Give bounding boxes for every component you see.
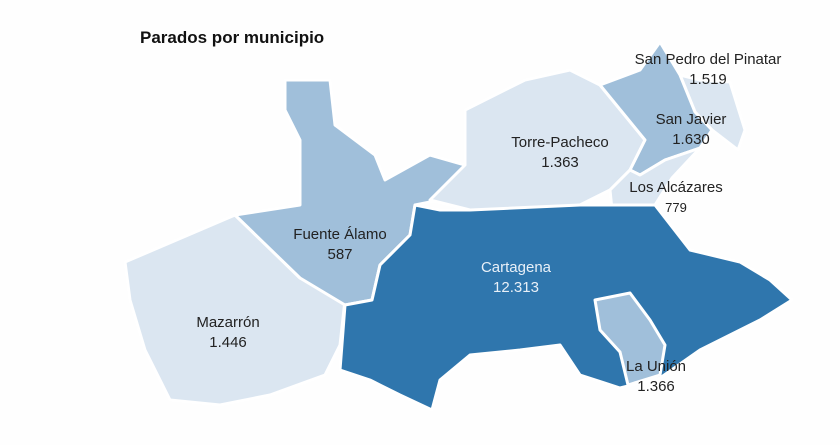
municipio-name: San Javier [655,111,727,128]
label-mazarron: Mazarrón 1.446 [196,313,259,353]
municipio-name: San Pedro del Pinatar [634,51,782,68]
municipio-name: Cartagena [480,259,552,276]
municipio-value: 1.446 [209,334,247,351]
region-san-javier[interactable] [598,40,714,177]
label-cartagena: Cartagena 12.313 [481,258,551,298]
label-torre-pacheco: Torre-Pacheco 1.363 [511,133,609,173]
label-los-alcazares: Los Alcázares 779 [629,178,722,218]
municipio-name: Los Alcázares [629,179,723,196]
municipio-value: 779 [665,200,687,215]
label-fuente-alamo: Fuente Álamo 587 [293,225,386,265]
map-title: Parados por municipio [140,28,325,47]
municipio-name: La Unión [625,358,687,375]
municipio-value: 587 [327,246,353,263]
label-san-javier: San Javier 1.630 [656,110,727,150]
label-san-pedro-del-pinatar: San Pedro del Pinatar 1.519 [635,50,782,90]
region-la-union[interactable] [593,291,667,387]
label-la-union: La Unión 1.366 [626,357,686,397]
municipio-value: 1.630 [672,131,710,148]
municipio-value: 12.313 [493,279,539,296]
region-cartagena[interactable] [338,203,794,412]
municipio-name: Mazarrón [196,314,260,331]
municipio-name: Torre-Pacheco [511,134,609,151]
municipio-name: Fuente Álamo [293,226,387,243]
municipio-value: 1.519 [689,71,727,88]
municipio-value: 1.366 [637,378,675,395]
municipio-value: 1.363 [541,154,579,171]
